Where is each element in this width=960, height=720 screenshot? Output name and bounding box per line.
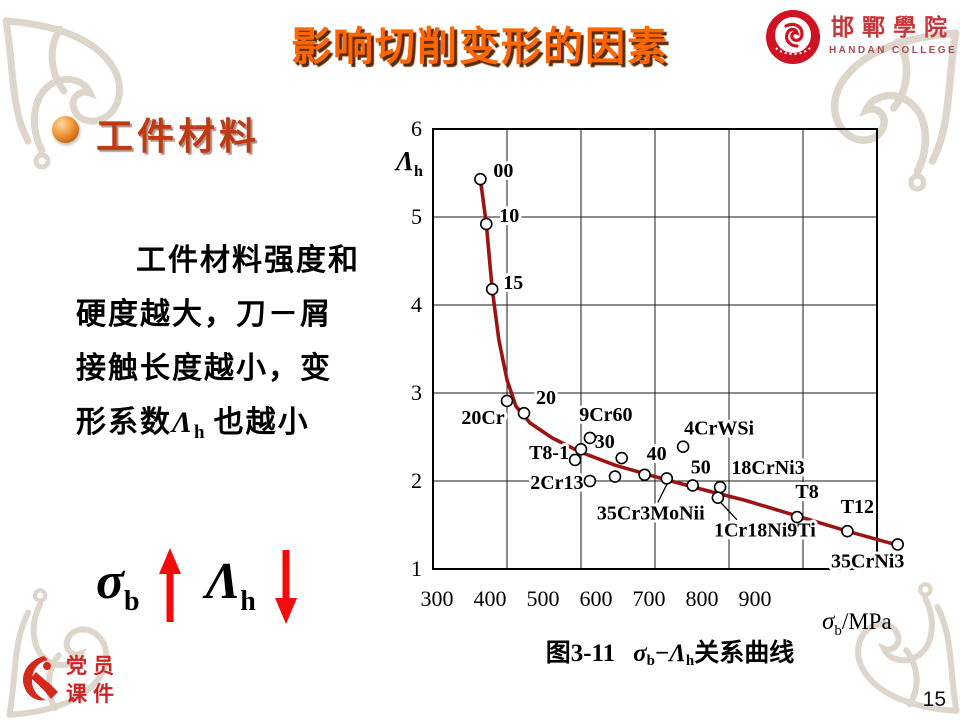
data-point bbox=[660, 472, 674, 485]
flourish-icon bbox=[2, 17, 124, 170]
corner-ornament-bottom-right bbox=[830, 565, 960, 720]
point-label: 15 bbox=[503, 272, 523, 294]
body-line: 形系数Λh 也越小 bbox=[76, 406, 310, 443]
data-point bbox=[711, 491, 725, 505]
y-tick-label: 5 bbox=[411, 204, 422, 229]
y-tick-label: 2 bbox=[411, 468, 422, 493]
x-tick-label: 500 bbox=[527, 586, 560, 611]
plot-frame bbox=[432, 128, 878, 570]
point-label: 10 bbox=[499, 205, 519, 227]
point-label: 35Cr3MoNii bbox=[597, 502, 705, 524]
body-paragraph: 工件材料强度和 硬度越大，刀－屑 接触长度越小，变 形系数Λh 也越小 bbox=[76, 234, 406, 460]
point-label: T8 bbox=[795, 481, 818, 503]
data-point bbox=[676, 440, 690, 454]
point-label: 20 bbox=[536, 387, 556, 409]
x-tick-label: 900 bbox=[739, 586, 772, 611]
data-point bbox=[583, 431, 597, 445]
data-point bbox=[790, 510, 804, 524]
data-point bbox=[517, 406, 531, 420]
data-point bbox=[485, 282, 499, 296]
point-label: 4CrWSi bbox=[684, 418, 754, 440]
point-label: 35CrNi3 bbox=[831, 550, 904, 572]
x-axis-label: σb/MPa bbox=[822, 608, 892, 639]
data-point bbox=[479, 217, 493, 231]
data-point bbox=[638, 468, 651, 482]
section-heading: 工件材料 bbox=[96, 117, 260, 158]
body-line: 接触长度越小，变 bbox=[76, 352, 332, 385]
body-line: 工件材料强度和 bbox=[136, 244, 360, 277]
data-point bbox=[686, 479, 700, 492]
down-arrow-icon bbox=[274, 550, 297, 624]
flourish-icon bbox=[6, 588, 110, 718]
page-number: 15 bbox=[922, 688, 946, 711]
corner-ornament-top-left bbox=[2, 0, 152, 200]
data-point bbox=[608, 470, 622, 483]
y-tick-label: 3 bbox=[411, 380, 422, 405]
formula: σb Λh bbox=[96, 546, 301, 626]
point-label: 2Cr13 bbox=[530, 472, 583, 494]
data-point bbox=[500, 394, 514, 408]
corner-ornament-bottom-left bbox=[0, 575, 140, 720]
data-point bbox=[568, 453, 582, 467]
bullet-sphere-icon bbox=[52, 116, 79, 143]
point-label: T8-1 bbox=[529, 442, 569, 464]
x-tick-label: 600 bbox=[580, 586, 613, 611]
sigma-symbol: σb bbox=[96, 553, 140, 617]
flourish-icon bbox=[855, 582, 960, 714]
data-point bbox=[891, 538, 905, 551]
corner-ornament-top-right bbox=[800, 0, 960, 235]
lambda-symbol: Λh bbox=[205, 553, 256, 617]
body-line: 硬度越大，刀－屑 bbox=[76, 298, 332, 331]
data-point bbox=[615, 451, 629, 465]
point-label: 30 bbox=[595, 431, 615, 453]
point-label: 9Cr60 bbox=[579, 404, 632, 426]
point-label: 1Cr18Ni9Ti bbox=[714, 520, 816, 542]
x-tick-label: 800 bbox=[686, 586, 719, 611]
party-emblem-icon bbox=[22, 656, 58, 701]
y-tick-label: 4 bbox=[411, 292, 422, 317]
y-tick-label: 1 bbox=[411, 556, 422, 581]
x-tick-label: 400 bbox=[474, 586, 507, 611]
point-label: T12 bbox=[841, 496, 874, 518]
lambda-symbol: Λ bbox=[172, 406, 195, 439]
point-label: 00 bbox=[493, 160, 513, 182]
point-label: 40 bbox=[647, 443, 667, 465]
point-label: 50 bbox=[691, 456, 711, 478]
point-label: 18CrNi3 bbox=[731, 457, 804, 479]
relationship-curve bbox=[478, 177, 900, 548]
slide-title: 影响切削变形的因素 bbox=[291, 25, 669, 69]
figure-caption: 图3-11 σb−Λh关系曲线 bbox=[545, 640, 795, 669]
college-logo: 邯鄲學院 HANDAN COLLEGE bbox=[764, 8, 957, 66]
data-point bbox=[574, 442, 588, 456]
y-tick-label: 6 bbox=[411, 116, 422, 141]
point-label: 20Cr bbox=[461, 407, 504, 429]
up-arrow-icon bbox=[158, 548, 181, 622]
data-point bbox=[841, 524, 854, 538]
x-tick-label: 300 bbox=[421, 586, 454, 611]
college-name-cn: 邯鄲學院 bbox=[831, 15, 956, 40]
data-point bbox=[583, 474, 597, 488]
data-point bbox=[713, 480, 727, 494]
college-seal-icon bbox=[766, 10, 820, 64]
data-point bbox=[474, 172, 487, 186]
college-name-en: HANDAN COLLEGE bbox=[829, 45, 958, 56]
x-tick-label: 700 bbox=[633, 586, 666, 611]
y-axis-label: Λh bbox=[394, 146, 423, 180]
party-badge-label: 党员 课件 bbox=[66, 654, 120, 706]
party-badge: 党员 课件 bbox=[14, 652, 120, 708]
flourish-icon bbox=[830, 29, 960, 192]
